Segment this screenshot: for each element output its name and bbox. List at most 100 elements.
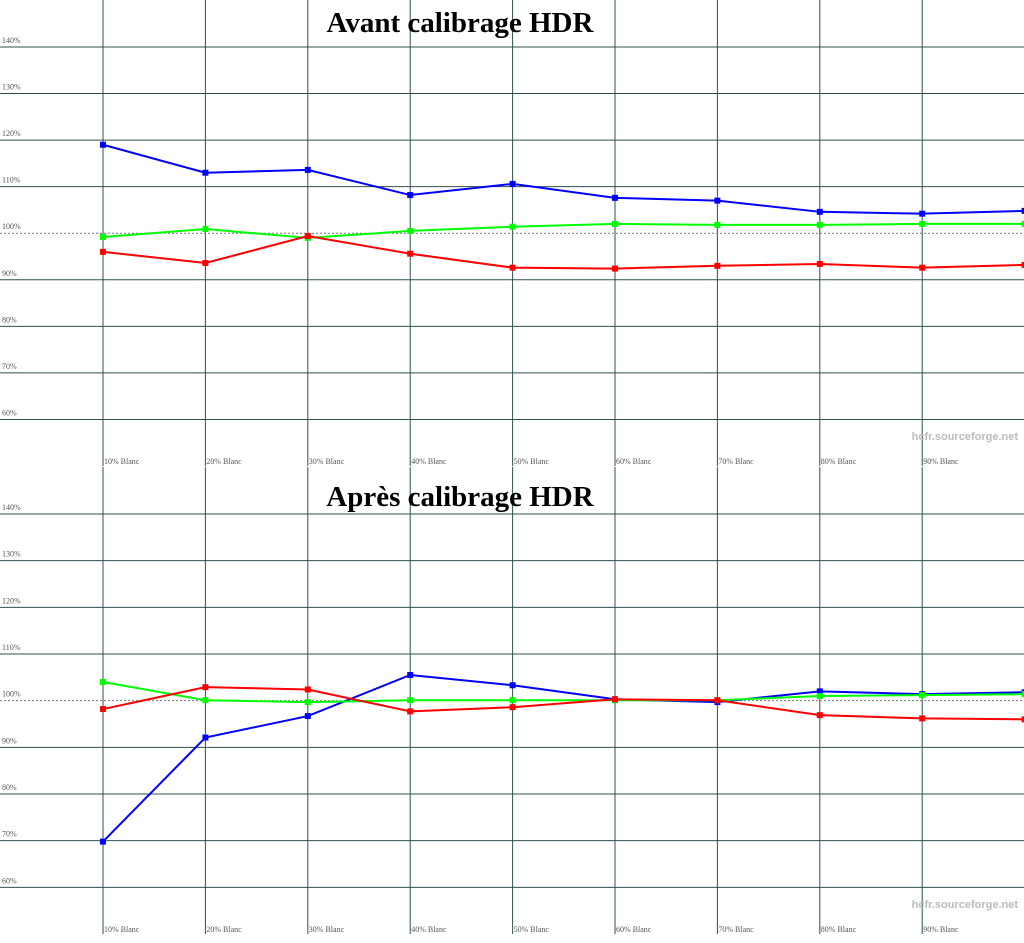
data-point [407,672,414,678]
y-tick-label: 60% [2,876,17,885]
x-tick-label: 60% Blanc [616,925,652,934]
data-point [919,220,926,227]
data-point [714,697,721,704]
data-point [202,734,209,741]
data-point [816,693,823,699]
x-tick-label: 70% Blanc [718,457,754,466]
data-point [407,697,414,704]
x-tick-label: 30% Blanc [309,925,345,934]
data-point [407,250,414,257]
data-point [202,684,209,691]
x-tick-label: 40% Blanc [411,925,447,934]
data-point [407,708,414,715]
y-tick-label: 80% [2,315,17,324]
data-point [304,233,311,240]
data-point [202,260,209,267]
data-point [612,265,618,272]
data-point [612,696,618,703]
y-tick-label: 60% [2,408,17,417]
data-point [816,712,823,719]
y-tick-label: 140% [2,503,21,512]
x-tick-label: 40% Blanc [411,457,447,466]
series-line [102,222,1024,239]
x-tick-label: 20% Blanc [206,457,242,466]
data-point [100,838,106,845]
data-point [100,141,106,148]
x-tick-label: 10% Blanc [104,457,140,466]
data-point [816,221,823,228]
data-point [202,697,209,704]
data-point [919,692,926,699]
data-point [816,208,823,215]
series-line [102,673,1024,843]
data-point [919,715,926,722]
data-point [509,682,516,689]
x-tick-label: 90% Blanc [923,457,959,466]
y-tick-label: 70% [2,362,17,371]
y-tick-label: 120% [2,129,21,138]
data-point [202,226,209,233]
watermark: hcfr.sourceforge.net [912,899,1019,911]
data-point [612,194,618,201]
data-point [407,192,414,199]
series-line [102,681,1024,704]
y-tick-label: 100% [2,222,21,231]
series-line [102,234,1024,270]
x-tick-label: 20% Blanc [206,925,242,934]
data-point [714,262,721,269]
chart-title: Après calibrage HDR [326,481,594,513]
data-point [714,221,721,228]
data-point [816,688,823,695]
data-point [714,197,721,204]
data-point [612,220,618,227]
x-tick-label: 80% Blanc [821,925,857,934]
chart-title: Avant calibrage HDR [327,7,595,39]
data-point [304,713,311,720]
data-point [1021,691,1024,698]
data-point [202,169,209,176]
data-point [509,223,516,230]
y-tick-label: 90% [2,269,17,278]
data-point [100,679,106,685]
data-point [816,260,823,267]
y-tick-label: 100% [2,690,21,699]
x-tick-label: 50% Blanc [514,925,550,934]
data-point [407,227,414,234]
data-point [100,233,106,240]
x-tick-label: 10% Blanc [104,925,140,934]
x-tick-label: 30% Blanc [309,457,345,466]
data-point [919,210,926,217]
series-line [102,686,1024,721]
data-point [509,180,516,187]
data-point [304,686,311,693]
x-tick-label: 60% Blanc [616,457,652,466]
y-tick-label: 110% [2,176,21,185]
y-tick-label: 80% [2,783,17,792]
data-point [304,166,311,173]
y-tick-label: 90% [2,736,17,745]
y-tick-label: 110% [2,643,21,652]
data-point [509,697,516,704]
y-tick-label: 70% [2,830,17,839]
watermark: hcfr.sourceforge.net [912,431,1019,443]
y-tick-label: 130% [2,550,21,559]
x-tick-label: 90% Blanc [923,925,959,934]
x-tick-label: 70% Blanc [718,925,754,934]
data-point [1021,207,1024,214]
data-point [100,248,106,255]
x-tick-label: 80% Blanc [821,457,857,466]
data-point [509,264,516,271]
data-point [919,264,926,271]
data-point [509,704,516,711]
data-point [1021,220,1024,227]
y-tick-label: 130% [2,83,21,92]
x-tick-label: 50% Blanc [514,457,550,466]
data-point [100,706,106,713]
y-tick-label: 120% [2,596,21,605]
data-point [304,699,311,706]
data-point [1021,261,1024,268]
series-line [102,143,1024,215]
data-point [1021,716,1024,723]
y-tick-label: 140% [2,36,21,45]
